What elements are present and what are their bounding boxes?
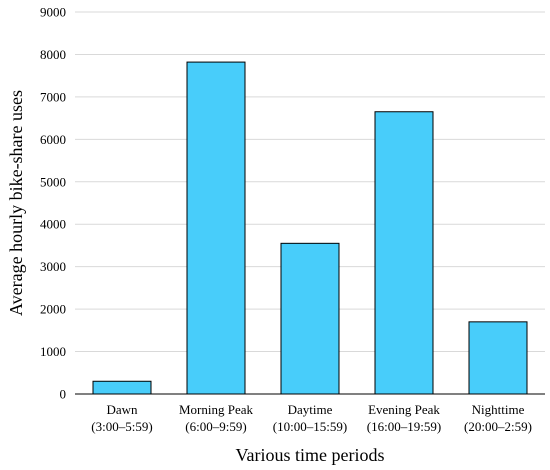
y-tick-label: 9000 xyxy=(40,5,66,20)
x-tick-label: Dawn xyxy=(106,402,138,417)
bar xyxy=(92,380,152,395)
y-tick-label: 2000 xyxy=(40,302,66,317)
y-tick-label: 8000 xyxy=(40,47,66,62)
y-tick-label: 7000 xyxy=(40,89,66,104)
gridlines xyxy=(75,11,545,353)
x-tick-label: Daytime xyxy=(288,402,333,417)
y-tick-label: 0 xyxy=(60,387,67,402)
bar xyxy=(468,321,528,395)
x-tick-label: Nighttime xyxy=(472,402,525,417)
x-axis-title: Various time periods xyxy=(236,445,385,465)
x-tick-sublabel: (6:00–9:59) xyxy=(185,419,246,434)
x-tick-label: Evening Peak xyxy=(368,402,440,417)
x-tick-sublabel: (16:00–19:59) xyxy=(367,419,441,434)
y-tick-label: 1000 xyxy=(40,344,66,359)
bar xyxy=(186,61,246,395)
y-tick-labels: 0 1000 2000 3000 4000 5000 6000 7000 8000 9000 xyxy=(40,5,66,402)
y-tick-label: 3000 xyxy=(40,259,66,274)
x-tick-sublabel: (20:00–2:59) xyxy=(464,419,532,434)
x-tick-sublabel: (3:00–5:59) xyxy=(91,419,152,434)
bar xyxy=(280,242,340,395)
y-axis-title: Average hourly bike-share uses xyxy=(6,90,26,316)
y-tick-label: 4000 xyxy=(40,217,66,232)
bar xyxy=(374,111,434,395)
bars xyxy=(92,61,528,395)
x-tick-label: Morning Peak xyxy=(179,402,254,417)
x-tick-sublabel: (10:00–15:59) xyxy=(273,419,347,434)
x-tick-labels: Dawn (3:00–5:59) Morning Peak (6:00–9:59) Da… xyxy=(91,402,532,434)
y-tick-label: 5000 xyxy=(40,174,66,189)
y-tick-label: 6000 xyxy=(40,132,66,147)
